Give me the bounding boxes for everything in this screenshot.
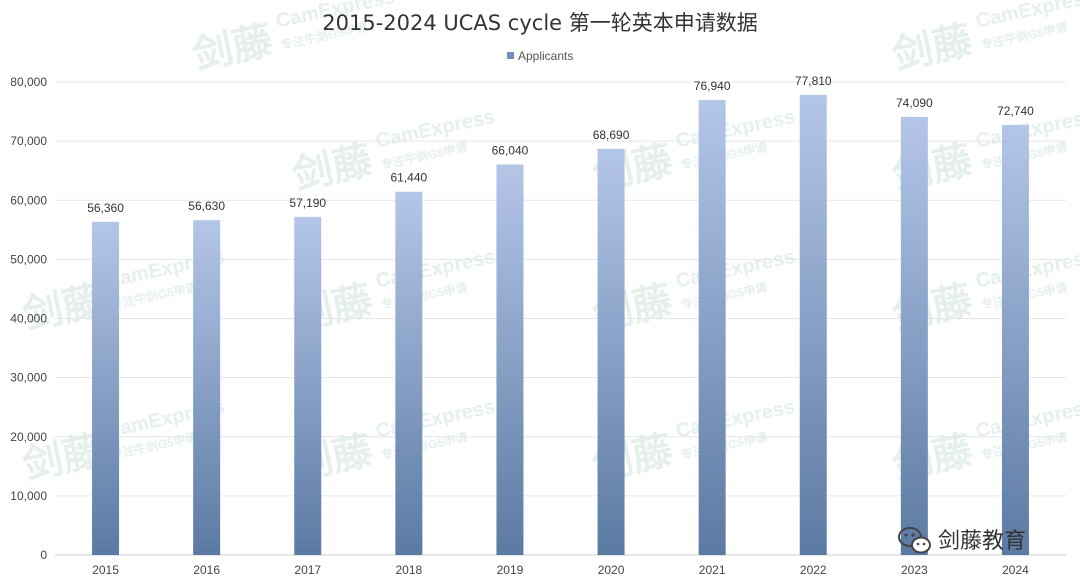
bar: [799, 94, 827, 556]
y-tick-label: 20,000: [10, 430, 47, 444]
bar: [193, 220, 221, 556]
x-axis: 2015 2016 2017 2018 2019 2020 2021 2022 2023 2024: [92, 563, 1029, 577]
brand-mark: 剑藤教育: [898, 527, 1026, 554]
watermark-brand-cn: 剑藤: [189, 17, 278, 78]
legend-swatch: [507, 52, 514, 59]
data-label: 68,690: [593, 128, 630, 142]
x-tick-label: 2017: [294, 563, 321, 577]
bar: [1001, 124, 1029, 556]
x-tick-label: 2024: [1002, 563, 1029, 577]
bar: [92, 221, 120, 556]
y-tick-label: 0: [40, 548, 47, 562]
watermark-brand-en: CamExpress: [374, 396, 497, 443]
y-tick-label: 80,000: [10, 75, 47, 89]
data-label: 72,740: [997, 104, 1034, 118]
x-tick-label: 2020: [598, 563, 625, 577]
bars: [92, 94, 1029, 556]
x-tick-label: 2023: [901, 563, 928, 577]
gridlines: [55, 81, 1066, 556]
wechat-icon: [898, 527, 931, 554]
legend: Applicants: [507, 49, 573, 63]
bar: [395, 191, 423, 555]
watermark-brand-en: CamExpress: [674, 246, 797, 293]
data-label: 66,040: [492, 144, 529, 158]
data-labels: 56,360 56,630 57,190 61,440 66,040 68,690 76,9…: [87, 74, 1034, 215]
watermark-brand-cn: 剑藤: [889, 17, 978, 78]
watermark-brand-en: CamExpress: [674, 106, 797, 153]
data-label: 77,810: [795, 74, 832, 88]
y-tick-label: 30,000: [10, 371, 47, 385]
data-label: 57,190: [289, 196, 326, 210]
watermark-brand-en: CamExpress: [374, 106, 497, 153]
bar: [597, 148, 625, 556]
bar: [496, 164, 524, 555]
watermark-brand-en: CamExpress: [674, 396, 797, 443]
watermark-brand-en: CamExpress: [374, 246, 497, 293]
x-tick-label: 2018: [395, 563, 422, 577]
data-label: 56,630: [188, 199, 225, 213]
x-tick-label: 2015: [92, 563, 119, 577]
x-tick-label: 2021: [699, 563, 726, 577]
bar: [294, 216, 322, 555]
data-label: 56,360: [87, 201, 124, 215]
x-tick-label: 2022: [800, 563, 827, 577]
y-tick-label: 70,000: [10, 134, 47, 148]
data-label: 76,940: [694, 79, 731, 93]
bar: [698, 100, 726, 555]
x-tick-label: 2019: [497, 563, 524, 577]
bar: [900, 116, 928, 556]
data-label: 61,440: [390, 171, 427, 185]
y-tick-label: 10,000: [10, 489, 47, 503]
data-label: 74,090: [896, 96, 933, 110]
x-tick-label: 2016: [193, 563, 220, 577]
y-tick-label: 60,000: [10, 193, 47, 207]
brand-label: 剑藤教育: [938, 529, 1026, 554]
y-tick-label: 40,000: [10, 312, 47, 326]
chart-title: 2015-2024 UCAS cycle 第一轮英本申请数据: [322, 11, 758, 35]
legend-label: Applicants: [518, 49, 573, 63]
watermark-brand-cn: 剑藤: [289, 137, 378, 198]
y-tick-label: 50,000: [10, 252, 47, 266]
y-axis: 0 10,000 20,000 30,000 40,000 50,000 60,000 70,…: [10, 75, 47, 562]
